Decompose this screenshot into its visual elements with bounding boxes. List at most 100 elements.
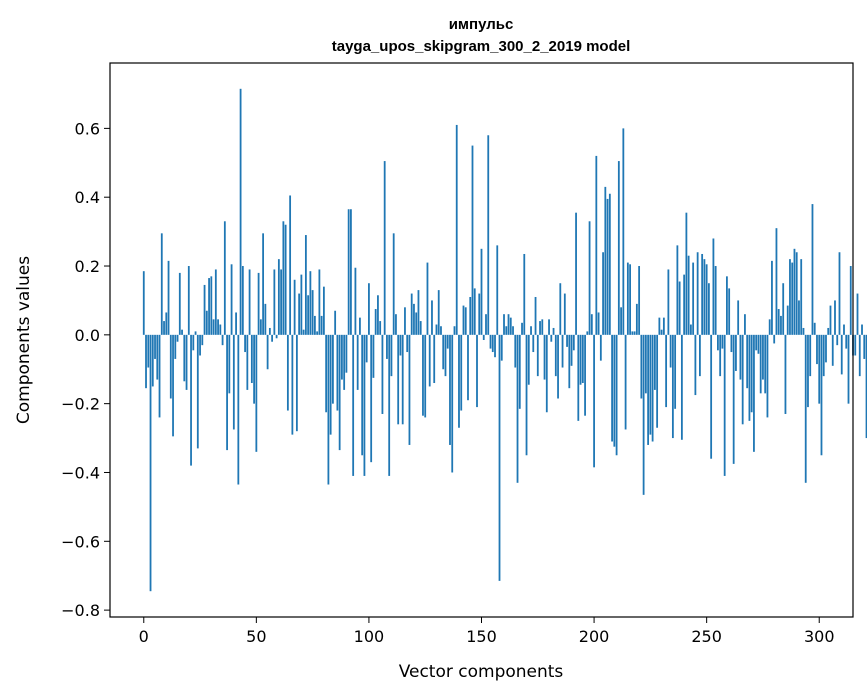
- bar-34: [219, 324, 222, 335]
- axes-group: 0 50 100 150 200 250 300 −0.8 −0.6 −0.4 −0.2 0.0 0.2…: [61, 119, 834, 646]
- bar-216: [629, 264, 631, 335]
- bar-307: [834, 300, 836, 335]
- bar-151: [482, 334, 485, 340]
- bar-193: [577, 334, 580, 421]
- bar-59: [275, 334, 278, 339]
- bar-196: [584, 334, 586, 416]
- bar-48: [250, 334, 253, 384]
- bar-26: [201, 334, 204, 346]
- bar-91: [347, 209, 350, 335]
- bar-18: [183, 334, 186, 382]
- bar-318: [858, 334, 861, 377]
- bar-288: [791, 262, 794, 335]
- bar-261: [730, 334, 733, 353]
- bar-186: [561, 334, 564, 368]
- y-tick-label: 0.6: [75, 119, 100, 138]
- bar-277: [766, 334, 769, 418]
- bar-170: [525, 334, 528, 456]
- bar-110: [390, 334, 393, 377]
- bar-117: [406, 334, 409, 353]
- bar-204: [602, 252, 604, 335]
- bar-130: [435, 324, 438, 335]
- bar-30: [210, 276, 213, 335]
- bar-178: [543, 334, 546, 380]
- bar-160: [503, 314, 505, 335]
- bar-230: [660, 329, 663, 335]
- bar-221: [640, 334, 643, 399]
- bar-20: [187, 266, 190, 335]
- bar-50: [255, 334, 258, 452]
- bar-15: [176, 334, 179, 342]
- bar-101: [370, 334, 373, 463]
- bar-181: [550, 334, 553, 342]
- bar-314: [849, 266, 852, 335]
- bar-120: [413, 303, 415, 335]
- bar-296: [809, 334, 812, 377]
- bar-279: [771, 260, 773, 335]
- bar-244: [692, 262, 695, 335]
- bar-262: [732, 334, 735, 464]
- bar-29: [208, 278, 210, 335]
- y-tick-label: 0.2: [75, 257, 100, 276]
- bar-111: [392, 233, 395, 335]
- bar-17: [181, 329, 183, 335]
- bar-172: [530, 326, 532, 335]
- bar-173: [532, 334, 535, 353]
- bar-240: [683, 274, 686, 335]
- bar-252: [710, 334, 713, 459]
- bar-67: [293, 279, 296, 335]
- bar-139: [455, 124, 458, 335]
- x-tick-label: 0: [139, 627, 149, 646]
- bar-226: [651, 334, 654, 442]
- bar-274: [759, 334, 762, 394]
- bar-45: [244, 334, 246, 353]
- bar-6: [156, 334, 159, 380]
- bar-232: [665, 334, 668, 408]
- bar-180: [548, 319, 550, 335]
- bar-320: [863, 334, 866, 359]
- bar-291: [798, 300, 800, 335]
- bar-294: [804, 334, 807, 483]
- x-tick-label: 150: [466, 627, 497, 646]
- bar-97: [361, 334, 364, 456]
- bar-90: [345, 334, 348, 373]
- bar-16: [178, 272, 181, 335]
- bar-321: [865, 334, 867, 439]
- bar-69: [298, 293, 301, 335]
- bar-191: [572, 334, 575, 351]
- bar-238: [678, 281, 681, 335]
- bar-174: [534, 296, 537, 335]
- bar-302: [822, 334, 825, 377]
- bar-3: [149, 334, 152, 592]
- bar-65: [289, 195, 292, 335]
- bar-76: [313, 315, 316, 335]
- bar-285: [784, 334, 787, 414]
- bar-88: [341, 334, 343, 380]
- chart-title-line2: tayga_upos_skipgram_300_2_2019 model: [332, 38, 631, 55]
- bar-55: [266, 334, 269, 370]
- bar-21: [190, 334, 192, 466]
- bar-245: [694, 334, 697, 396]
- bar-138: [453, 326, 456, 335]
- bar-201: [595, 155, 598, 335]
- bar-284: [782, 283, 785, 335]
- bar-60: [277, 259, 280, 335]
- bar-27: [203, 284, 206, 335]
- bar-297: [811, 204, 814, 335]
- bar-316: [854, 334, 857, 356]
- bar-179: [545, 334, 548, 413]
- bar-77: [316, 331, 319, 335]
- bar-188: [566, 334, 568, 347]
- bar-79: [320, 315, 323, 335]
- bar-205: [604, 186, 607, 335]
- x-axis-label: Vector components: [399, 662, 564, 682]
- bar-293: [802, 327, 805, 335]
- bar-299: [816, 334, 818, 365]
- bar-268: [746, 334, 749, 389]
- bar-38: [228, 334, 231, 394]
- bar-121: [415, 312, 418, 335]
- bar-304: [827, 327, 830, 335]
- bar-83: [329, 334, 332, 435]
- bar-258: [723, 334, 726, 476]
